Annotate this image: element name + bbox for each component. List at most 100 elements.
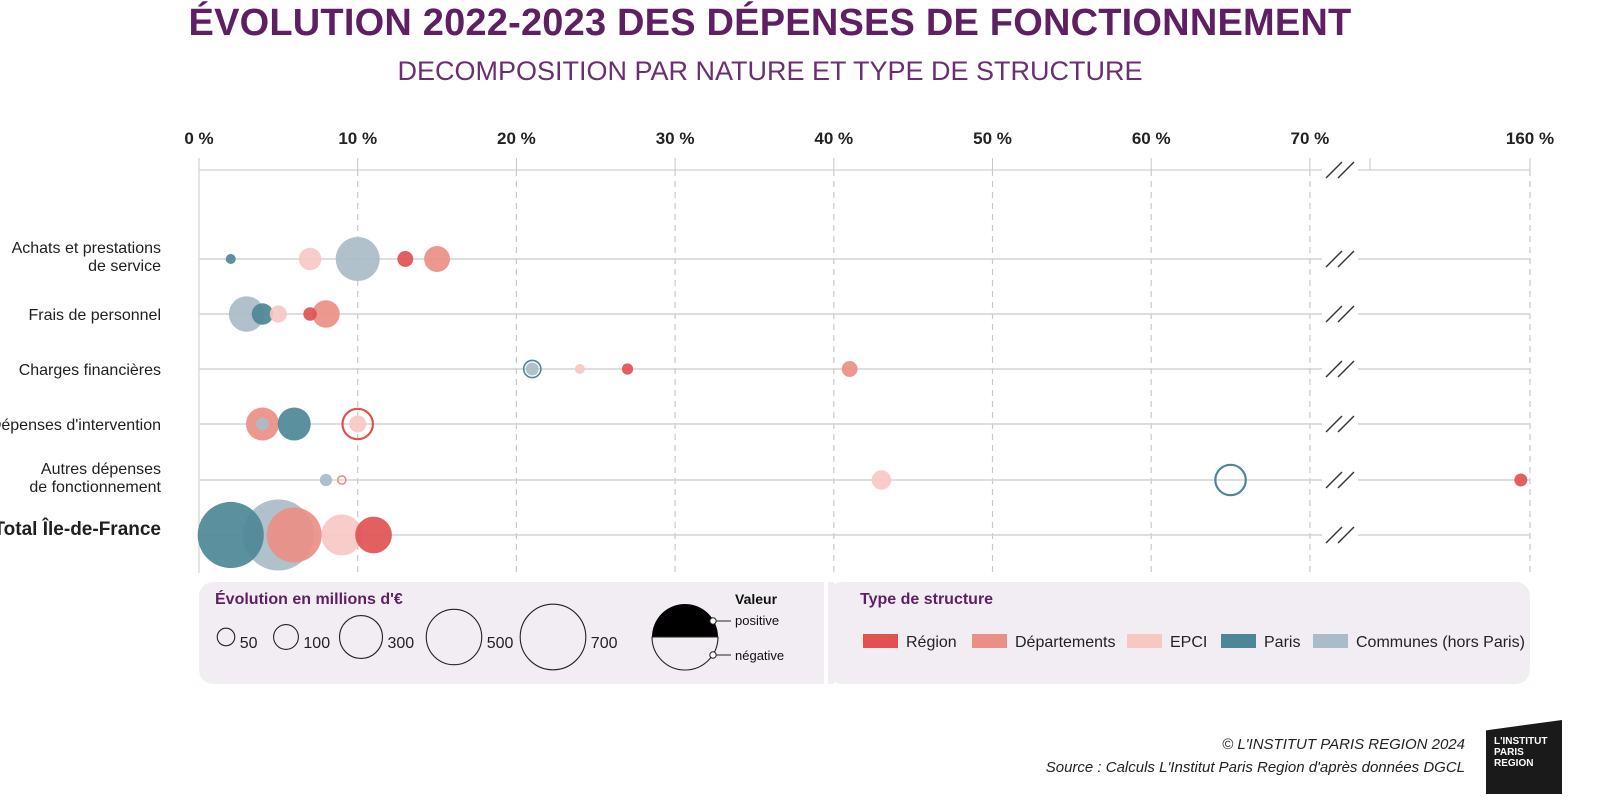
legend: Évolution en millions d'€ 50 100 300 500 700 V… — [199, 582, 1530, 684]
bubble — [277, 407, 311, 441]
bubble — [266, 507, 322, 563]
legend-size-circle — [273, 624, 299, 650]
break-mark — [1337, 526, 1355, 544]
bubble — [298, 247, 322, 271]
legend-size-value: 300 — [387, 635, 414, 652]
bubble — [319, 473, 333, 487]
break-mark — [1325, 415, 1343, 433]
break-mark — [1337, 161, 1355, 179]
bubbles — [197, 237, 1528, 571]
category-label-line: Frais de personnel — [28, 307, 161, 324]
legend-size-circle — [425, 608, 483, 666]
logo-line-2: PARIS — [1494, 747, 1524, 758]
institut-logo: L'INSTITUT PARIS REGION — [1486, 720, 1562, 794]
bubble — [525, 362, 539, 376]
legend-type-label: Paris — [1264, 634, 1300, 651]
bubble — [355, 516, 392, 554]
bubble-negative — [341, 407, 375, 441]
category-label: Autres dépenses de fonctionnement — [29, 461, 161, 496]
category-label: Charges financières — [19, 362, 161, 379]
legend-size-circle — [216, 627, 236, 647]
legend-size-circle — [519, 603, 587, 671]
legend-type-swatch — [1313, 634, 1348, 648]
x-tick-label: 50 % — [973, 129, 1012, 148]
break-mark — [1337, 250, 1355, 268]
legend-sign-title: Valeur — [735, 591, 778, 607]
x-tick-label: 160 % — [1506, 129, 1554, 148]
category-label-line: de service — [88, 258, 161, 275]
category-label: Dépenses d'intervention — [0, 417, 161, 434]
category-label-line: Charges financières — [19, 362, 161, 379]
chart-title: ÉVOLUTION 2022-2023 DES DÉPENSES DE FONC… — [188, 2, 1352, 44]
category-rows: Achats et prestations de service Frais de … — [0, 240, 1530, 540]
break-mark — [1337, 471, 1355, 489]
legend-size-value: 500 — [487, 635, 514, 652]
bubble — [303, 307, 317, 321]
legend-type-swatch — [1127, 634, 1162, 648]
break-mark — [1325, 305, 1343, 323]
legend-size-value: 100 — [303, 635, 330, 652]
bubble — [269, 305, 287, 323]
legend-size-circle — [338, 614, 384, 660]
break-mask — [1322, 305, 1358, 323]
bubble — [255, 417, 269, 431]
logo-text: L'INSTITUT PARIS REGION — [1494, 736, 1560, 769]
break-mark — [1325, 250, 1343, 268]
legend-size-panel — [199, 582, 824, 684]
x-tick-label: 40 % — [814, 129, 853, 148]
bubble — [574, 363, 585, 375]
x-tick-label: 10 % — [338, 129, 377, 148]
legend-type-title: Type de structure — [860, 591, 993, 608]
x-tick-label: 60 % — [1132, 129, 1171, 148]
bubble-negative — [522, 359, 542, 379]
break-mask — [1322, 526, 1358, 544]
legend-type-swatch — [863, 634, 898, 648]
legend-sign-dot — [709, 617, 717, 625]
bubble — [424, 246, 451, 272]
break-mark — [1325, 526, 1343, 544]
bubble — [871, 470, 892, 490]
category-label-line: Achats et prestations — [12, 240, 161, 257]
legend-sign-negative-half — [651, 636, 719, 671]
bubble-negative — [1214, 463, 1247, 497]
axis-break-marks — [1322, 161, 1358, 544]
legend-type-swatch — [972, 634, 1007, 648]
legend-size-title: Évolution en millions d'€ — [215, 589, 403, 608]
break-mask — [1322, 415, 1358, 433]
category-label: Total Île-de-France — [0, 518, 161, 540]
x-tick-label: 0 % — [184, 129, 213, 148]
chart-subtitle: DECOMPOSITION PAR NATURE ET TYPE DE STRU… — [397, 56, 1143, 86]
legend-sign-dot — [709, 651, 717, 659]
bubble — [251, 303, 274, 325]
category-label-line: Autres dépenses — [41, 461, 161, 478]
legend-sign-negative-label: négative — [735, 648, 784, 663]
grid-lines — [198, 158, 1531, 573]
category-label-line: de fonctionnement — [29, 479, 161, 496]
break-mask — [1322, 360, 1358, 378]
break-mask — [1322, 471, 1358, 489]
legend-panel-join — [810, 582, 834, 684]
legend-sign-positive-half — [652, 604, 718, 637]
x-tick-label: 20 % — [497, 129, 536, 148]
bubble — [1514, 473, 1528, 487]
category-label-line: Dépenses d'intervention — [0, 417, 161, 434]
category-label-line: Total Île-de-France — [0, 518, 161, 540]
bubble — [312, 300, 340, 328]
legend-size-value: 50 — [240, 635, 258, 652]
break-mark — [1337, 360, 1355, 378]
bubble — [225, 253, 236, 265]
legend-type-label: Région — [906, 634, 957, 651]
bubble — [397, 251, 414, 267]
break-mark — [1325, 360, 1343, 378]
legend-type-label: EPCI — [1170, 634, 1207, 651]
bubble — [197, 501, 264, 569]
break-mark — [1325, 471, 1343, 489]
category-label: Frais de personnel — [28, 307, 161, 324]
break-mark — [1337, 415, 1355, 433]
copyright-text: © L'INSTITUT PARIS REGION 2024 — [1222, 736, 1465, 753]
legend-type-label: Communes (hors Paris) — [1356, 634, 1525, 651]
logo-line-3: REGION — [1494, 758, 1534, 769]
bubble — [335, 237, 380, 281]
bubble — [621, 363, 634, 375]
